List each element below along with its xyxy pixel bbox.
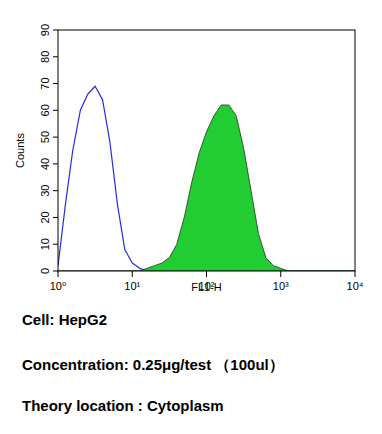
- plot-marks: [58, 86, 355, 271]
- y-tick: [53, 190, 58, 191]
- histogram-area: [58, 105, 355, 271]
- histogram-line: [58, 86, 355, 271]
- y-tick: [53, 56, 58, 57]
- y-tick-label: 80: [39, 51, 51, 63]
- y-tick-label: 30: [39, 185, 51, 197]
- x-tick-label: 10⁴: [347, 280, 364, 292]
- y-tick-label: 70: [39, 77, 51, 89]
- annotation: Theory location : Cytoplasm: [22, 397, 224, 414]
- y-axis-label: Counts: [14, 133, 26, 168]
- y-tick: [53, 163, 58, 164]
- x-tick: [355, 271, 356, 277]
- y-tick: [53, 83, 58, 84]
- y-tick: [53, 271, 58, 272]
- x-tick: [280, 271, 281, 277]
- x-tick-label: 10³: [273, 280, 289, 292]
- y-tick: [53, 110, 58, 111]
- x-tick: [206, 271, 207, 277]
- y-tick: [53, 30, 58, 31]
- plot-frame: [58, 30, 355, 271]
- y-tick-label: 50: [39, 131, 51, 143]
- y-tick: [53, 217, 58, 218]
- y-tick: [53, 244, 58, 245]
- x-tick: [58, 271, 59, 277]
- x-tick: [132, 271, 133, 277]
- x-tick-label: 10⁰: [50, 280, 67, 292]
- y-tick-label: 10: [39, 238, 51, 250]
- annotation: Concentration: 0.25μg/test （100ul）: [22, 356, 284, 373]
- y-tick-label: 20: [39, 211, 51, 223]
- x-axis-label: FL1-H: [191, 281, 222, 293]
- y-tick-label: 60: [39, 104, 51, 116]
- x-tick-label: 10¹: [124, 280, 140, 292]
- chart: 010203040506070809010⁰10¹10²10³10⁴FL1-HC…: [0, 0, 382, 434]
- annotation: Cell: HepG2: [22, 311, 107, 328]
- y-tick-label: 90: [39, 24, 51, 36]
- y-tick-label: 0: [39, 268, 51, 274]
- y-tick-label: 40: [39, 158, 51, 170]
- y-tick: [53, 137, 58, 138]
